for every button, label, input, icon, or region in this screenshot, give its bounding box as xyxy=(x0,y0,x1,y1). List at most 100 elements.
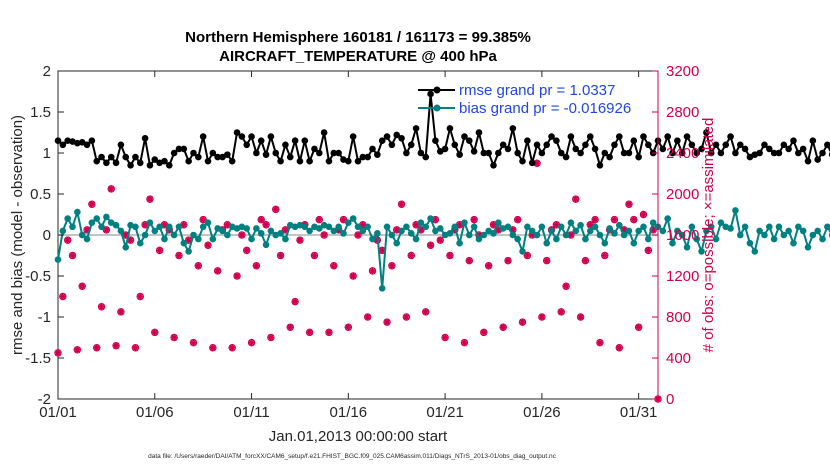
rmse-point xyxy=(804,157,812,165)
bias-point xyxy=(446,230,454,237)
obs-assimilated-marker xyxy=(131,344,139,352)
rmse-point xyxy=(311,145,318,153)
rmse-point xyxy=(741,145,749,153)
rmse-point xyxy=(765,145,773,153)
bias-point xyxy=(136,239,144,247)
bias-point xyxy=(572,227,580,235)
obs-count-point xyxy=(78,282,86,290)
bias-point xyxy=(170,231,178,239)
bias-point xyxy=(698,248,705,255)
obs-count-point xyxy=(243,246,251,255)
bias-point xyxy=(345,219,352,226)
obs-assimilated-marker xyxy=(272,205,280,213)
bias-point xyxy=(199,223,207,231)
rmse-point xyxy=(441,145,449,153)
bias-point xyxy=(606,225,613,232)
obs-count-point xyxy=(146,195,154,203)
y-right-tick-label: 3200 xyxy=(666,63,699,80)
x-tick-label: 01/16 xyxy=(330,404,368,421)
bias-point xyxy=(514,235,521,243)
obs-assimilated-marker xyxy=(160,221,168,229)
obs-assimilated-marker xyxy=(422,308,430,316)
obs-count-point xyxy=(543,256,551,265)
obs-count-point xyxy=(354,231,362,239)
obs-count-point xyxy=(649,226,657,234)
obs-assimilated-marker xyxy=(402,313,410,321)
rmse-point xyxy=(485,149,492,157)
rmse-point xyxy=(403,149,410,157)
rmse-point xyxy=(335,149,342,157)
obs-assimilated-marker xyxy=(528,231,536,239)
obs-count-point xyxy=(93,344,101,352)
bias-point xyxy=(480,231,488,239)
bias-point xyxy=(306,227,313,235)
axis-ticks: 01/01 01/06 01/11 01/16 01/21 01/26 01/31 2 1.5 1… xyxy=(25,63,699,421)
rmse-point xyxy=(83,141,91,149)
bias-point xyxy=(349,215,357,222)
rmse-point xyxy=(301,137,309,144)
rmse-point xyxy=(770,149,778,157)
obs-assimilated-marker xyxy=(107,185,115,193)
rmse-point xyxy=(257,137,265,144)
obs-assimilated-marker xyxy=(649,226,657,234)
obs-count-point xyxy=(484,262,493,270)
rmse-point xyxy=(204,157,212,165)
y-right-tick-label: 800 xyxy=(666,309,691,326)
rmse-point xyxy=(320,129,328,136)
obs-count-point xyxy=(610,215,619,224)
obs-count-point xyxy=(233,272,241,280)
obs-count-point xyxy=(97,303,106,311)
obs-assimilated-marker xyxy=(127,236,135,244)
y-right-tick-label: 400 xyxy=(666,350,691,367)
bias-series xyxy=(54,207,830,292)
rmse-point xyxy=(509,125,517,132)
rmse-point xyxy=(499,141,507,149)
rmse-point xyxy=(175,145,183,153)
bias-point xyxy=(790,239,797,247)
rmse-point xyxy=(620,149,628,157)
rmse-point xyxy=(272,149,280,157)
bias-point xyxy=(407,230,415,237)
obs-count-point xyxy=(310,251,319,260)
obs-assimilated-marker xyxy=(151,328,159,336)
bias-point xyxy=(301,223,309,231)
bias-point xyxy=(799,227,807,235)
obs-count-point xyxy=(209,344,217,352)
bias-point xyxy=(398,227,405,235)
rmse-point xyxy=(224,151,231,158)
rmse-point xyxy=(727,133,734,140)
obs-assimilated-marker xyxy=(238,231,246,239)
bias-point xyxy=(756,227,763,235)
obs-assimilated-marker xyxy=(306,328,314,336)
obs-count-point xyxy=(170,333,178,342)
bias-point xyxy=(765,223,773,231)
rmse-point xyxy=(209,149,217,157)
y-axis-label: rmse and bias (model - observation) xyxy=(9,115,26,355)
rmse-point xyxy=(591,145,599,153)
obs-assimilated-marker xyxy=(635,323,643,331)
obs-count-point xyxy=(204,241,212,249)
rmse-point xyxy=(374,151,381,158)
bias-point xyxy=(74,208,81,216)
obs-assimilated-marker xyxy=(499,323,507,331)
rmse-point xyxy=(296,157,304,165)
bias-point xyxy=(103,213,110,221)
bias-point xyxy=(122,244,130,251)
obs-count-point xyxy=(296,236,304,244)
bias-point xyxy=(180,239,188,247)
y-tick-label: -1.5 xyxy=(25,350,51,367)
obs-count-point xyxy=(518,318,527,326)
obs-assimilated-marker xyxy=(504,257,512,265)
rmse-point xyxy=(707,149,715,157)
obs-assimilated-marker xyxy=(509,226,517,234)
obs-count-point xyxy=(363,313,372,321)
obs-assimilated-marker xyxy=(615,344,623,352)
obs-assimilated-marker xyxy=(388,262,396,270)
obs-assimilated-marker xyxy=(102,226,110,234)
rmse-point xyxy=(635,153,642,161)
obs-assimilated-marker xyxy=(83,226,91,234)
rmse-point xyxy=(586,133,594,140)
bias-point xyxy=(814,227,821,235)
bias-point xyxy=(417,219,425,226)
